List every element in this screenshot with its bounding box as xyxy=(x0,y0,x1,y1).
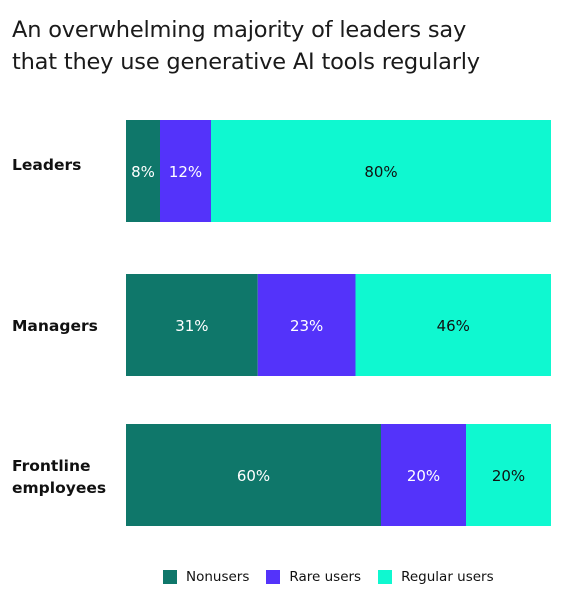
category-label-frontline-employees: Frontline employees xyxy=(12,457,106,497)
bar-leaders-regular-users xyxy=(211,120,551,222)
data-label-managers-regular-users: 46% xyxy=(437,317,470,335)
legend-swatch-nonusers xyxy=(163,570,177,584)
stacked-bar-chart: Leaders 8% 12% 80% Managers 31% 23% 46% Frontlin… xyxy=(12,120,551,526)
legend-item-regular-users: Regular users xyxy=(378,569,494,585)
bar-managers-rare-users xyxy=(257,274,356,376)
data-label-leaders-rare-users: 12% xyxy=(169,163,202,181)
legend-swatch-regular-users xyxy=(378,570,393,584)
chart-title: An overwhelming majority of leaders say … xyxy=(12,14,572,78)
bar-managers-regular-users xyxy=(355,274,551,376)
legend-item-nonusers: Nonusers xyxy=(163,569,249,585)
legend-label-regular-users: Regular users xyxy=(401,569,494,585)
chart-legend: Nonusers Rare users Regular users xyxy=(163,569,511,585)
bar-managers-nonusers xyxy=(126,274,258,376)
data-label-leaders-nonusers: 8% xyxy=(131,163,155,181)
legend-label-nonusers: Nonusers xyxy=(186,569,250,585)
data-label-managers-nonusers: 31% xyxy=(175,317,208,335)
chart-title-line-2: that they use generative AI tools regula… xyxy=(12,49,480,75)
data-label-frontline-employees-regular-users: 20% xyxy=(492,467,525,485)
legend-item-rare-users: Rare users xyxy=(266,569,361,585)
bar-frontline-employees-rare-users xyxy=(381,424,466,526)
data-label-frontline-employees-nonusers: 60% xyxy=(237,467,270,485)
bar-leaders-nonusers xyxy=(126,120,160,222)
data-label-managers-rare-users: 23% xyxy=(290,317,323,335)
bar-leaders-rare-users xyxy=(160,120,211,222)
data-label-frontline-employees-rare-users: 20% xyxy=(407,467,440,485)
bar-frontline-employees-nonusers xyxy=(126,424,381,526)
category-label-leaders: Leaders xyxy=(12,156,81,174)
category-label-managers: Managers xyxy=(12,317,98,335)
bar-frontline-employees-regular-users xyxy=(466,424,551,526)
data-label-leaders-regular-users: 80% xyxy=(364,163,397,181)
legend-label-rare-users: Rare users xyxy=(289,569,362,585)
legend-swatch-rare-users xyxy=(266,570,281,584)
chart-title-line-1: An overwhelming majority of leaders say xyxy=(12,17,467,43)
